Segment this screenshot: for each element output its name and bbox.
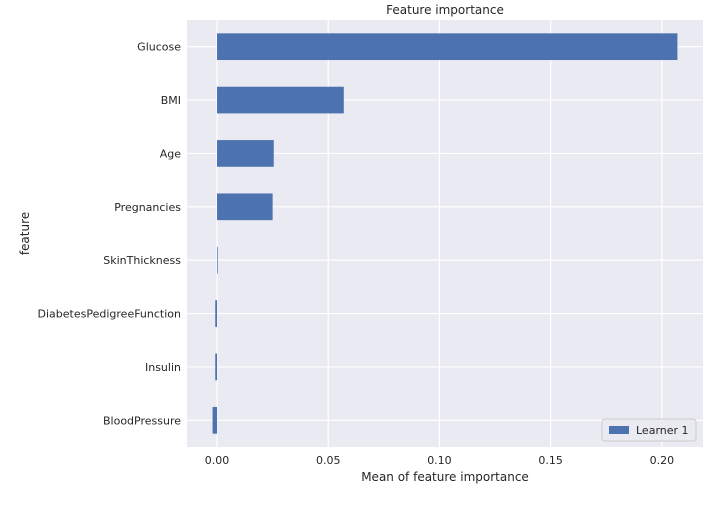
- legend-swatch: [609, 426, 629, 434]
- x-tick-labels: 0.00 0.05 0.10 0.15 0.20: [205, 454, 674, 467]
- x-tick-label: 0.05: [316, 454, 341, 467]
- x-tick-label: 0.20: [650, 454, 675, 467]
- legend: Learner 1: [601, 418, 697, 442]
- bar-bloodpressure: [212, 406, 218, 434]
- legend-label: Learner 1: [636, 424, 689, 437]
- bars: [212, 33, 678, 434]
- y-tick-label: Pregnancies: [114, 201, 181, 214]
- y-axis-title: feature: [18, 212, 32, 255]
- y-tick-label: BloodPressure: [103, 414, 181, 427]
- y-tick-label: DiabetesPedigreeFunction: [38, 308, 181, 321]
- x-tick-label: 0.10: [427, 454, 452, 467]
- chart-title: Feature importance: [386, 3, 504, 17]
- y-tick-label: Age: [160, 147, 182, 160]
- y-tick-labels: Glucose BMI Age Pregnancies SkinThickness Dia…: [38, 41, 182, 428]
- y-tick-label: Glucose: [137, 41, 181, 54]
- bar-diabetespedigreefunction: [215, 300, 218, 327]
- y-tick-label: SkinThickness: [103, 254, 181, 267]
- bar-insulin: [215, 353, 218, 381]
- y-tick-label: BMI: [161, 94, 181, 107]
- bar-glucose: [217, 33, 678, 61]
- bar-pregnancies: [217, 193, 273, 221]
- bar-skinthickness: [217, 246, 218, 274]
- x-tick-label: 0.15: [538, 454, 563, 467]
- y-tick-label: Insulin: [145, 361, 181, 374]
- plot-area: [187, 20, 703, 447]
- legend-box: [601, 418, 697, 442]
- x-axis-title: Mean of feature importance: [361, 470, 529, 484]
- bar-age: [217, 140, 274, 167]
- x-tick-label: 0.00: [205, 454, 230, 467]
- bar-bmi: [217, 86, 344, 114]
